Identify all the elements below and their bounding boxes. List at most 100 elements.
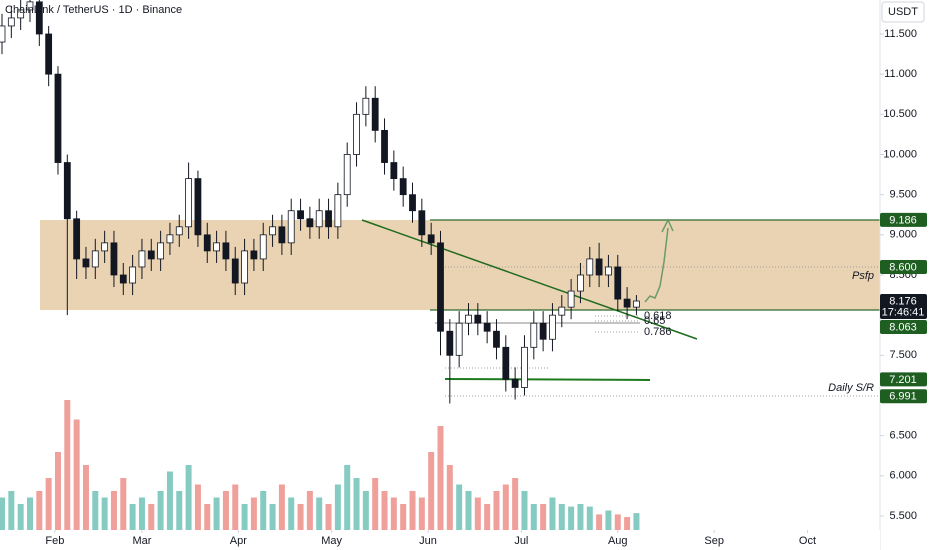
- candle-body: [390, 162, 398, 180]
- volume-bar: [549, 497, 556, 530]
- candle-body: [138, 250, 146, 268]
- x-tick-label: Aug: [608, 535, 628, 547]
- candle-body: [511, 379, 519, 388]
- volume-bar: [0, 497, 5, 530]
- volume-bar: [474, 497, 481, 530]
- candle-body: [409, 194, 416, 212]
- candle-body: [129, 266, 137, 284]
- volume-bar: [437, 426, 444, 530]
- volume-bar: [428, 452, 435, 530]
- volume-bar: [381, 491, 388, 530]
- volume-bar: [17, 504, 24, 530]
- price-label-box: [880, 294, 927, 320]
- volume-bar: [213, 497, 220, 530]
- candle-body: [567, 290, 575, 308]
- candle-body: [91, 250, 99, 268]
- volume-bar: [633, 513, 640, 530]
- volume-bar: [138, 497, 145, 530]
- volume-bar: [232, 484, 239, 530]
- y-tick-label: 5.500: [889, 510, 917, 522]
- candle-body: [586, 258, 594, 276]
- volume-bar: [269, 504, 276, 530]
- candle-body: [7, 17, 15, 27]
- currency[interactable]: USDT: [888, 6, 918, 18]
- x-tick-label: Mar: [132, 535, 151, 547]
- candle-body: [362, 97, 370, 115]
- volume-bar: [484, 504, 491, 530]
- candle-body: [502, 346, 510, 380]
- volume-bar: [288, 497, 295, 530]
- candle-body: [287, 210, 295, 244]
- candle-body: [269, 226, 276, 236]
- candle-body: [455, 322, 463, 356]
- candle-body: [194, 178, 202, 236]
- price-label-box: [880, 259, 927, 274]
- volume-bar: [540, 504, 547, 530]
- volume-bar: [222, 491, 229, 530]
- volume-bar: [36, 491, 43, 530]
- volume-bar: [166, 471, 173, 530]
- volume-bar: [325, 504, 332, 530]
- volume-bar: [456, 484, 463, 530]
- annotation: Psfp: [852, 270, 874, 282]
- candle-body: [539, 322, 547, 340]
- candle-body: [241, 250, 248, 284]
- candle-body: [493, 330, 500, 348]
- projection-arrow: [661, 218, 674, 233]
- volume-bar: [418, 497, 425, 530]
- volume-bar: [596, 514, 603, 530]
- volume-bar: [409, 491, 416, 530]
- candle-body: [175, 226, 183, 236]
- volume-bar: [334, 484, 341, 530]
- volume-bar: [26, 497, 33, 530]
- candle-body: [418, 210, 426, 236]
- price-label-box: [880, 320, 927, 335]
- candle-body: [17, 9, 25, 19]
- candle-body: [166, 234, 174, 244]
- candle-body: [633, 300, 640, 308]
- candles: [0, 0, 640, 404]
- volume-bar: [45, 478, 52, 530]
- volume-bar: [446, 465, 453, 530]
- volume-bar: [64, 400, 71, 530]
- x-tick-label: Jun: [419, 535, 437, 547]
- volume-bar: [530, 504, 537, 530]
- price-label-box: [880, 389, 927, 404]
- candle-body: [474, 314, 482, 324]
- volume-bar: [306, 491, 313, 530]
- price-label: 8.176: [889, 295, 917, 307]
- volume-bar: [110, 491, 117, 530]
- price-label-box: [880, 212, 927, 227]
- volume-bar: [157, 491, 164, 530]
- candle-body: [0, 25, 6, 43]
- price-label: 7.201: [889, 374, 917, 386]
- volume-bar: [512, 478, 519, 530]
- candle-body: [558, 306, 566, 316]
- candle-body: [157, 242, 165, 260]
- candle-body: [595, 258, 603, 276]
- candle-body: [343, 154, 351, 196]
- price-label: 6.991: [889, 391, 917, 403]
- volume-bar: [297, 504, 304, 530]
- volume-bar: [614, 514, 621, 530]
- currency-box[interactable]: [881, 1, 925, 23]
- candle-body: [250, 250, 258, 260]
- volume-bar: [194, 484, 201, 530]
- candle-body: [605, 266, 612, 276]
- volume-bar: [176, 491, 183, 530]
- volume-bar: [148, 504, 155, 530]
- candle-body: [278, 226, 286, 244]
- candle-body: [614, 266, 622, 300]
- y-tick-label: 6.500: [889, 430, 917, 442]
- candle-body: [483, 322, 491, 332]
- price-label-box: [880, 372, 927, 387]
- candle-body: [119, 274, 127, 284]
- candle-body: [325, 210, 332, 228]
- candle-body: [353, 113, 360, 155]
- y-tick-label: 11.500: [884, 28, 917, 40]
- candle-body: [54, 73, 62, 163]
- x-tick-label: Sep: [704, 535, 724, 547]
- volume-bar: [493, 491, 500, 530]
- volume-bar: [101, 497, 108, 530]
- x-tick-label: Apr: [230, 535, 247, 547]
